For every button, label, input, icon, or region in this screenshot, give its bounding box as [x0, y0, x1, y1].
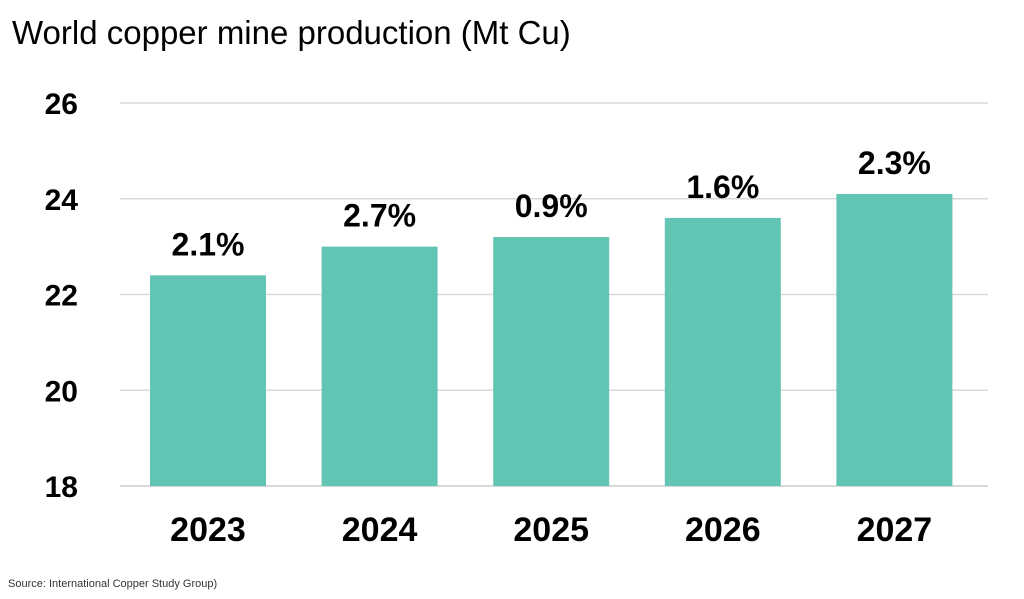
y-tick-label: 22: [45, 280, 78, 313]
x-tick-label-2025: 2025: [513, 511, 589, 549]
chart-title: World copper mine production (Mt Cu): [12, 14, 571, 51]
bar-2027: [836, 193, 953, 486]
bar-2025: [493, 237, 610, 486]
x-tick-label-2023: 2023: [170, 511, 246, 549]
data-labels: 2.1% 2.7% 0.9% 1.6% 2.3%: [172, 145, 931, 262]
y-axis-ticks: 18 20 22 24 26: [45, 88, 79, 504]
y-tick-label: 26: [45, 88, 78, 121]
data-label-2024: 2.7%: [343, 198, 416, 234]
data-label-2027: 2.3%: [858, 145, 931, 181]
bar-2024: [321, 246, 438, 486]
x-tick-label-2024: 2024: [342, 511, 418, 549]
bar-2026: [664, 217, 781, 486]
data-label-2023: 2.1%: [172, 226, 245, 262]
x-axis-ticks: 2023 2024 2025 2026 2027: [170, 511, 932, 549]
bars: [150, 193, 953, 486]
y-tick-label: 20: [45, 375, 78, 408]
y-tick-label: 24: [45, 184, 79, 217]
bar-2023: [150, 275, 266, 486]
x-tick-label-2027: 2027: [857, 511, 933, 549]
y-tick-label: 18: [45, 471, 78, 504]
data-label-2025: 0.9%: [515, 188, 588, 224]
source-note: Source: International Copper Study Group…: [8, 578, 218, 590]
data-label-2026: 1.6%: [686, 169, 759, 205]
x-tick-label-2026: 2026: [685, 511, 761, 549]
